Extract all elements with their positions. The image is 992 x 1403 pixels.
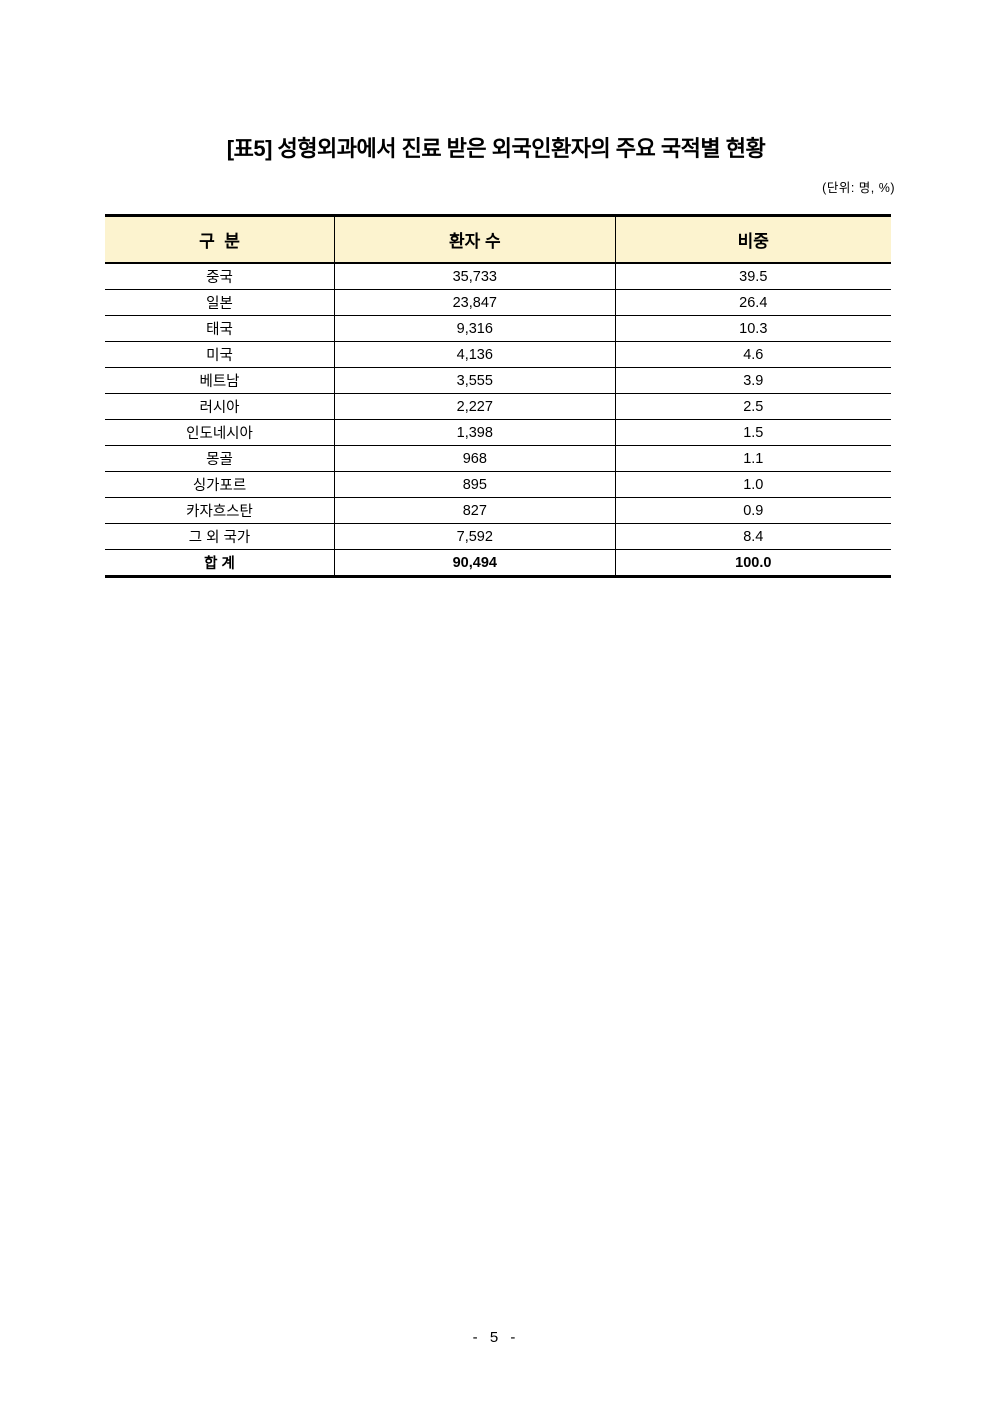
- row-patients: 1,398: [334, 419, 616, 446]
- header-row: 구 분 환자 수 비중: [105, 215, 891, 264]
- row-category: 태국: [105, 315, 335, 342]
- page-title: [표5] 성형외과에서 진료 받은 외국인환자의 주요 국적별 현황: [226, 136, 766, 161]
- table-row: 미국 4,136 4.6: [105, 341, 891, 368]
- row-share: 1.0: [615, 471, 891, 498]
- table-row: 러시아 2,227 2.5: [105, 393, 891, 420]
- row-category: 미국: [105, 341, 335, 368]
- row-share: 3.9: [615, 367, 891, 394]
- row-patients: 3,555: [334, 367, 616, 394]
- row-patients: 23,847: [334, 289, 616, 316]
- table-row: 일본 23,847 26.4: [105, 289, 891, 316]
- table-row: 싱가포르 895 1.0: [105, 471, 891, 498]
- row-share: 4.6: [615, 341, 891, 368]
- row-share: 39.5: [615, 263, 891, 290]
- total-row: 합 계 90,494 100.0: [105, 549, 891, 577]
- row-share: 1.5: [615, 419, 891, 446]
- table-row: 중국 35,733 39.5: [105, 263, 891, 290]
- row-share: 1.1: [615, 445, 891, 472]
- row-category: 몽골: [105, 445, 335, 472]
- row-patients: 827: [334, 497, 616, 524]
- row-share: 10.3: [615, 315, 891, 342]
- table-body: 중국 35,733 39.5 일본 23,847 26.4 태국 9,316 1…: [105, 263, 891, 550]
- row-patients: 4,136: [334, 341, 616, 368]
- row-patients: 7,592: [334, 523, 616, 550]
- row-patients: 895: [334, 471, 616, 498]
- total-patients: 90,494: [334, 549, 616, 577]
- row-patients: 9,316: [334, 315, 616, 342]
- column-header-category: 구 분: [105, 215, 335, 264]
- table-row: 베트남 3,555 3.9: [105, 367, 891, 394]
- table-row: 몽골 968 1.1: [105, 445, 891, 472]
- row-patients: 968: [334, 445, 616, 472]
- row-category: 일본: [105, 289, 335, 316]
- row-patients: 2,227: [334, 393, 616, 420]
- table-row: 태국 9,316 10.3: [105, 315, 891, 342]
- column-header-share: 비중: [615, 215, 891, 264]
- row-share: 26.4: [615, 289, 891, 316]
- total-share: 100.0: [735, 554, 772, 571]
- table-row: 인도네시아 1,398 1.5: [105, 419, 891, 446]
- row-category: 그 외 국가: [105, 523, 335, 550]
- row-category: 중국: [105, 263, 335, 290]
- nationality-table: 구 분 환자 수 비중 중국 35,733 39.5 일본 23,847 26.…: [105, 214, 891, 578]
- row-patients: 35,733: [334, 263, 616, 290]
- table-row: 카자흐스탄 827 0.9: [105, 497, 891, 524]
- row-share: 2.5: [615, 393, 891, 420]
- table-footer: 합 계 90,494 100.0: [105, 549, 891, 577]
- unit-note: (단위: 명, %): [822, 181, 895, 195]
- page-number: - 5 -: [472, 1329, 520, 1346]
- row-share: 8.4: [615, 523, 891, 550]
- row-category: 카자흐스탄: [105, 497, 335, 524]
- total-label: 합 계: [105, 549, 335, 577]
- row-category: 싱가포르: [105, 471, 335, 498]
- row-category: 인도네시아: [105, 419, 335, 446]
- column-header-patients: 환자 수: [334, 215, 616, 264]
- table-row: 그 외 국가 7,592 8.4: [105, 523, 891, 550]
- row-share: 0.9: [615, 497, 891, 524]
- row-category: 베트남: [105, 367, 335, 394]
- row-category: 러시아: [105, 393, 335, 420]
- table-header: 구 분 환자 수 비중: [105, 215, 891, 264]
